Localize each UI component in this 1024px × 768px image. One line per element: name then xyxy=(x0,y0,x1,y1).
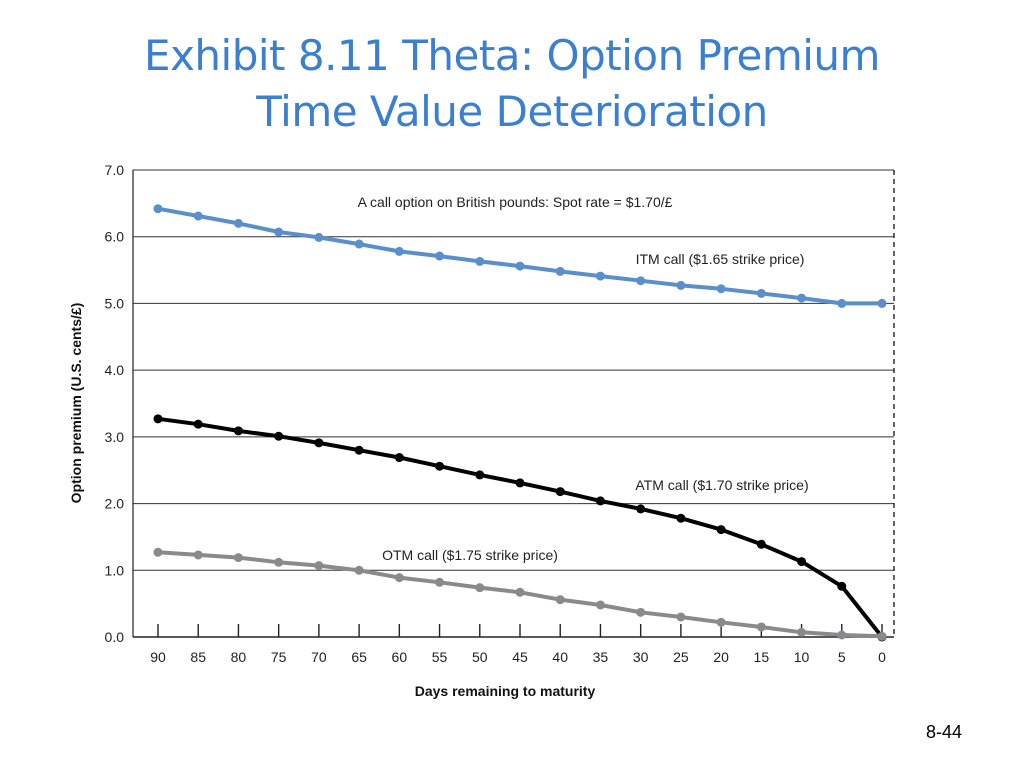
otm-call-point xyxy=(797,627,807,637)
otm-call-point xyxy=(314,561,324,571)
itm-call-label: ITM call ($1.65 strike price) xyxy=(636,251,805,267)
y-tick-label: 4.0 xyxy=(105,362,125,378)
itm-call-point xyxy=(314,232,324,242)
otm-call-point xyxy=(756,622,766,632)
x-tick-label: 60 xyxy=(392,649,408,665)
atm-call-point xyxy=(233,426,243,436)
itm-call-point xyxy=(193,211,203,221)
otm-call-point xyxy=(515,587,525,597)
atm-call-point xyxy=(716,525,726,535)
atm-call-point xyxy=(676,513,686,523)
atm-call-point xyxy=(354,445,364,455)
slide-title: Exhibit 8.11 Theta: Option Premium Time … xyxy=(0,28,1024,140)
x-tick-label: 40 xyxy=(552,649,568,665)
x-tick-label: 30 xyxy=(633,649,649,665)
y-tick-label: 1.0 xyxy=(105,562,125,578)
itm-call-point xyxy=(636,276,646,286)
otm-call-point xyxy=(435,577,445,587)
y-axis-title: Option premium (U.S. cents/£) xyxy=(68,303,84,504)
itm-call-point xyxy=(354,239,364,249)
x-tick-label: 65 xyxy=(351,649,367,665)
atm-call-point xyxy=(314,438,324,448)
x-tick-label: 25 xyxy=(673,649,689,665)
y-tick-label: 3.0 xyxy=(105,429,125,445)
atm-call-point xyxy=(274,431,284,441)
otm-call-point xyxy=(394,573,404,583)
otm-call-point xyxy=(153,547,163,557)
itm-call-point xyxy=(515,261,525,271)
y-tick-label: 2.0 xyxy=(105,496,125,512)
x-tick-label: 85 xyxy=(190,649,206,665)
atm-call-point xyxy=(797,557,807,567)
otm-call-point xyxy=(636,607,646,617)
x-tick-label: 20 xyxy=(713,649,729,665)
otm-call-point xyxy=(475,583,485,593)
itm-call-point xyxy=(716,284,726,294)
x-tick-label: 45 xyxy=(512,649,528,665)
otm-call-label: OTM call ($1.75 strike price) xyxy=(382,547,558,563)
gridlines xyxy=(133,169,894,571)
slide-title-line-1: Exhibit 8.11 Theta: Option Premium xyxy=(144,31,880,80)
x-axis-title: Days remaining to maturity xyxy=(415,683,596,699)
itm-call-point xyxy=(797,293,807,303)
otm-call-point xyxy=(877,631,887,641)
x-tick-label: 90 xyxy=(150,649,166,665)
x-tick-label: 50 xyxy=(472,649,488,665)
series-lines xyxy=(153,204,887,642)
atm-call-point xyxy=(837,581,847,591)
otm-call-point xyxy=(595,600,605,610)
itm-call-point xyxy=(595,271,605,281)
itm-call-point xyxy=(153,204,163,214)
x-tick-label: 0 xyxy=(878,649,886,665)
atm-call-point xyxy=(435,461,445,471)
itm-call-point xyxy=(555,266,565,276)
otm-call-point xyxy=(193,550,203,560)
axes: 0.01.02.03.04.05.06.07.090 85 80 75 70 65 60 55… xyxy=(105,162,895,665)
otm-call-point xyxy=(274,557,284,567)
x-tick-label: 5 xyxy=(838,649,846,665)
atm-call-point xyxy=(636,504,646,514)
itm-call-point xyxy=(394,246,404,256)
slide-number: 8-44 xyxy=(925,722,962,742)
otm-call-point xyxy=(837,630,847,640)
itm-call-point xyxy=(274,227,284,237)
itm-call-point xyxy=(676,280,686,290)
x-tick-label: 75 xyxy=(271,649,287,665)
atm-call-point xyxy=(756,539,766,549)
otm-call-point xyxy=(233,553,243,563)
x-tick-label: 35 xyxy=(593,649,609,665)
atm-call-point xyxy=(193,419,203,429)
atm-call-point xyxy=(595,496,605,506)
atm-call-point xyxy=(475,470,485,480)
otm-call-point xyxy=(354,565,364,575)
atm-call-label: ATM call ($1.70 strike price) xyxy=(635,477,808,493)
itm-call-point xyxy=(435,251,445,261)
atm-call-point xyxy=(555,487,565,497)
atm-call-point xyxy=(153,414,163,424)
itm-call-point xyxy=(756,288,766,298)
itm-call-point xyxy=(233,218,243,228)
otm-call-point xyxy=(716,617,726,627)
slide-title-line-2: Time Value Deterioration xyxy=(256,87,768,136)
otm-call-point xyxy=(676,612,686,622)
chart-title: A call option on British pounds: Spot ra… xyxy=(358,194,673,210)
itm-call-point xyxy=(877,298,887,308)
y-tick-label: 6.0 xyxy=(105,229,125,245)
x-tick-label: 55 xyxy=(432,649,448,665)
chart-labels: Days remaining to maturity Option premium… xyxy=(68,194,809,699)
atm-call-line xyxy=(157,416,884,639)
y-tick-label: 0.0 xyxy=(105,629,125,645)
y-tick-label: 7.0 xyxy=(105,162,125,178)
x-tick-label: 15 xyxy=(754,649,770,665)
atm-call-point xyxy=(394,453,404,463)
x-tick-label: 70 xyxy=(311,649,327,665)
y-tick-label: 5.0 xyxy=(105,295,125,311)
itm-call-point xyxy=(837,298,847,308)
x-tick-label: 10 xyxy=(794,649,810,665)
itm-call-point xyxy=(475,256,485,266)
x-tick-label: 80 xyxy=(231,649,247,665)
otm-call-point xyxy=(555,595,565,605)
atm-call-point xyxy=(515,478,525,488)
